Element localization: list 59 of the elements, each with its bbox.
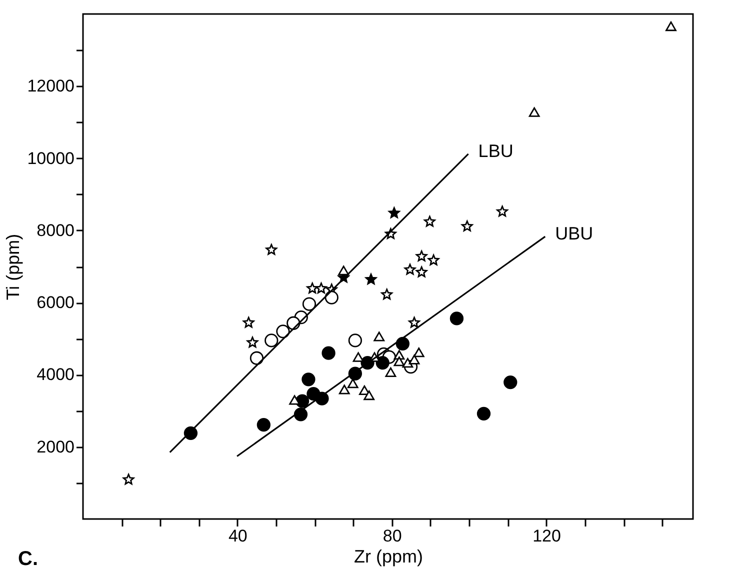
point	[388, 207, 400, 218]
point	[424, 216, 436, 227]
point	[396, 336, 410, 351]
point	[365, 274, 377, 284]
y-tick-label: 10000	[27, 148, 74, 168]
point	[338, 384, 350, 394]
point	[359, 385, 370, 396]
point	[408, 316, 420, 328]
point	[322, 346, 336, 360]
point	[266, 244, 278, 255]
y-tick-label: 4000	[36, 365, 74, 384]
point	[394, 356, 405, 366]
y-tick-label: 8000	[36, 220, 74, 240]
point	[381, 288, 393, 300]
text: C.	[18, 548, 38, 571]
point	[408, 354, 420, 364]
point	[413, 348, 424, 358]
x-tick-label: 120	[532, 526, 561, 546]
point	[338, 266, 350, 276]
point	[122, 474, 134, 485]
point	[496, 206, 508, 217]
point	[504, 375, 518, 390]
point	[276, 324, 290, 338]
point	[256, 418, 271, 432]
point	[385, 367, 396, 377]
series-label: UBU	[555, 224, 594, 244]
point	[666, 21, 676, 32]
point	[476, 406, 491, 420]
point	[528, 107, 540, 117]
point	[404, 264, 416, 275]
point	[348, 334, 362, 348]
point	[250, 351, 264, 365]
y-axis-title: Ti (ppm)	[3, 234, 24, 300]
point	[428, 254, 440, 266]
point	[402, 358, 414, 368]
x-tick-label: 40	[228, 526, 248, 546]
point	[347, 378, 358, 388]
point	[324, 290, 338, 304]
point	[302, 297, 316, 311]
point	[461, 220, 473, 232]
point	[364, 390, 375, 400]
series-label: LBU	[478, 140, 514, 161]
point	[450, 312, 464, 326]
x-tick-label: 80	[382, 526, 402, 546]
point	[352, 352, 364, 362]
point	[416, 266, 428, 278]
y-tick-label: 12000	[27, 76, 74, 96]
point	[242, 316, 254, 328]
point	[264, 334, 278, 348]
x-axis-title: Zr (ppm)	[354, 546, 423, 566]
point	[316, 282, 327, 294]
point	[376, 356, 390, 370]
point	[246, 336, 258, 348]
point	[416, 250, 428, 262]
y-tick-label: 6000	[36, 293, 74, 312]
point	[306, 282, 318, 294]
point	[374, 332, 385, 342]
point	[302, 372, 316, 386]
y-tick-label: 2000	[36, 437, 74, 456]
